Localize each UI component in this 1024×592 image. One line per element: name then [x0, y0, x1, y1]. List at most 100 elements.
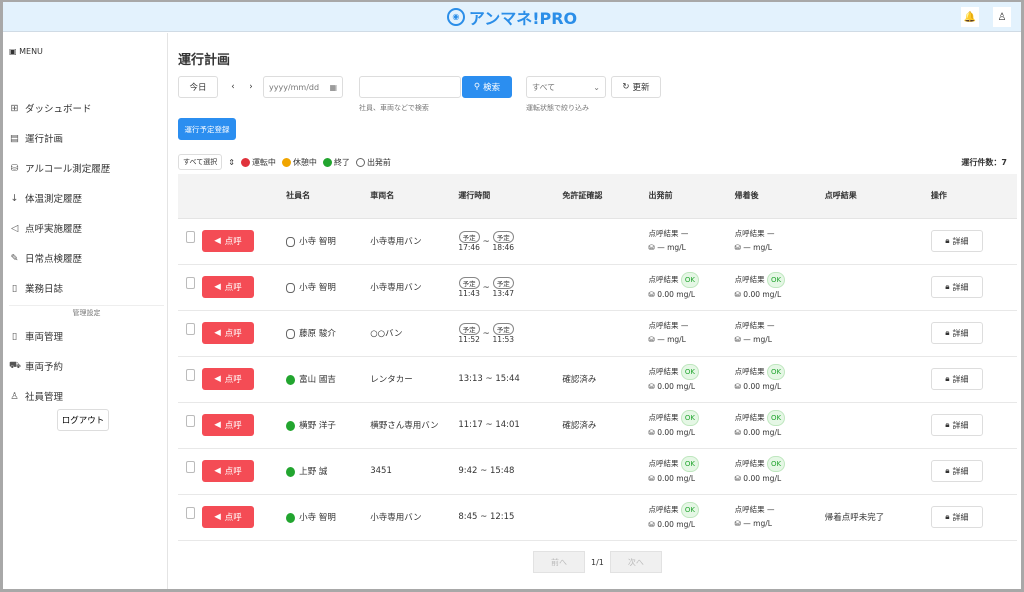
alcohol-value: — mg/L: [743, 519, 772, 528]
alcohol-label: 点呼結果: [734, 367, 765, 376]
alcohol-label: 点呼結果: [734, 413, 765, 422]
roll-call-button[interactable]: ◀ 点呼: [202, 322, 254, 344]
date-input[interactable]: yyyy/mm/dd ▦: [263, 76, 343, 98]
planned-start: 予定 11:43: [458, 276, 480, 298]
sidebar-item-icon: ♙: [10, 390, 19, 402]
sidebar-item-2[interactable]: ⛁ アルコール測定履歴: [9, 153, 164, 183]
trip-time: 予定 11:43 ~ 予定 13:47: [458, 264, 563, 311]
trip-count: 運行件数：7: [961, 158, 1007, 167]
sidebar-item-4[interactable]: ◁ 点呼実施履歴: [9, 213, 164, 243]
search-input[interactable]: [359, 76, 461, 98]
check-circle-icon: [286, 374, 296, 385]
detail-button[interactable]: 🔒︎ 詳細: [930, 276, 983, 298]
roll-call-button[interactable]: ◀ 点呼: [202, 368, 254, 390]
row-checkbox[interactable]: [186, 507, 195, 519]
roll-call-button[interactable]: ◀ 点呼: [202, 506, 254, 528]
select-all-button[interactable]: すべて選択: [178, 154, 223, 170]
register-plan-button[interactable]: 運行予定登録: [178, 118, 236, 140]
sidebar-item-icon: ⊞: [10, 102, 19, 114]
roll-call-button[interactable]: ◀ 点呼: [202, 276, 254, 298]
detail-button[interactable]: 🔒︎ 詳細: [930, 230, 983, 252]
sidebar-item-6[interactable]: ▯ 業務日誌: [9, 273, 164, 303]
sidebar-item-0[interactable]: ⊞ ダッシュボード: [9, 93, 164, 123]
alcohol-result: 点呼結果 — ⛁ — mg/L: [734, 505, 775, 528]
vehicle-name: 横野さん専用バン: [370, 402, 459, 449]
detail-label: 詳細: [952, 374, 969, 384]
refresh-button[interactable]: ↻ 更新: [611, 76, 661, 98]
sidebar-item-3[interactable]: ↓ 体温測定履歴: [9, 183, 164, 213]
breath-icon: ⛁: [734, 519, 741, 528]
next-day-button[interactable]: ›: [244, 76, 258, 98]
planned-badge: 予定: [492, 230, 514, 243]
sidebar-item-label: アルコール測定履歴: [25, 164, 111, 175]
alcohol-label: 点呼結果: [648, 459, 679, 468]
ok-badge: OK: [680, 364, 700, 380]
roll-call-result: [824, 218, 931, 265]
sidebar-item-label: 車両予約: [25, 362, 64, 373]
alcohol-value: — mg/L: [657, 335, 686, 344]
user-icon[interactable]: ♙: [993, 7, 1011, 27]
check-circle-icon: [286, 466, 296, 477]
start-time: 11:43: [458, 288, 480, 298]
sidebar-item-5[interactable]: ✎ 日常点検履歴: [9, 243, 164, 273]
next-page-button[interactable]: 次へ: [609, 551, 662, 573]
row-checkbox[interactable]: [186, 277, 195, 289]
detail-button[interactable]: 🔒︎ 詳細: [930, 414, 983, 436]
vehicle-name: 小寺専用バン: [370, 218, 459, 265]
table-row: ◀ 点呼 小寺 智明 小寺専用バン 予定 11:43 ~ 予定 13:47 点呼結果 …: [178, 264, 1017, 311]
detail-button[interactable]: 🔒︎ 詳細: [930, 460, 983, 482]
detail-button[interactable]: 🔒︎ 詳細: [930, 506, 983, 528]
sidebar-admin-item-0[interactable]: ▯ 車両管理: [9, 321, 164, 351]
end-time: 15:44: [495, 374, 520, 384]
sidebar-item-label: 車両管理: [25, 332, 64, 343]
search-button[interactable]: ⚲ 検索: [462, 76, 512, 98]
license-check: 確認済み: [562, 356, 649, 403]
license-check: 確認済み: [562, 402, 649, 449]
license-check: [562, 448, 649, 495]
roll-call-button[interactable]: ◀ 点呼: [202, 460, 254, 482]
status-select[interactable]: すべて ⌄: [526, 76, 606, 98]
sidebar-item-1[interactable]: ▤ 運行計画: [9, 123, 164, 153]
alcohol-label: 点呼結果: [734, 275, 765, 284]
row-checkbox[interactable]: [186, 461, 195, 473]
breath-icon: ⛁: [648, 335, 655, 344]
row-checkbox[interactable]: [186, 231, 195, 243]
alcohol-value: 0.00 mg/L: [657, 520, 696, 529]
logo[interactable]: ◉ アンマネ!PRO: [446, 5, 577, 29]
logout-button[interactable]: ログアウト: [57, 409, 109, 431]
menu-toggle[interactable]: ▣ MENU: [9, 47, 43, 56]
alcohol-value: 0.00 mg/L: [657, 428, 696, 437]
legend-label: 運転中: [251, 157, 276, 167]
alcohol-value: 0.00 mg/L: [743, 474, 782, 483]
roll-call-label: 点呼: [224, 329, 242, 339]
roll-call-button[interactable]: ◀ 点呼: [202, 414, 254, 436]
legend-item: 休憩中: [281, 157, 317, 168]
roll-call-button[interactable]: ◀ 点呼: [202, 230, 254, 252]
alcohol-label: 点呼結果: [648, 321, 679, 330]
calendar-icon: ▦: [329, 82, 337, 92]
roll-call-result: [824, 402, 931, 449]
sidebar-item-label: 点呼実施履歴: [25, 224, 83, 235]
row-checkbox[interactable]: [186, 323, 195, 335]
alcohol-value: — mg/L: [657, 243, 686, 252]
prev-page-button[interactable]: 前へ: [533, 551, 585, 573]
detail-button[interactable]: 🔒︎ 詳細: [930, 368, 983, 390]
logo-icon: ◉: [446, 7, 465, 26]
planned-start: 予定 11:52: [458, 322, 480, 344]
trip-time: 13:13 ~ 15:44: [458, 356, 563, 403]
bell-icon[interactable]: 🔔: [961, 7, 979, 27]
detail-label: 詳細: [952, 236, 969, 246]
today-button[interactable]: 今日: [178, 76, 218, 98]
column-header: 出発前: [648, 174, 735, 219]
prev-day-button[interactable]: ‹: [226, 76, 240, 98]
sidebar-admin-item-2[interactable]: ♙ 社員管理: [9, 381, 164, 411]
check-circle-icon: [286, 512, 296, 523]
sidebar-item-label: 体温測定履歴: [25, 194, 83, 205]
roll-call-label: 点呼: [224, 421, 242, 431]
sidebar-admin-item-1[interactable]: ⛟ 車両予約: [9, 351, 164, 381]
alcohol-label: 点呼結果: [648, 229, 679, 238]
row-checkbox[interactable]: [186, 415, 195, 427]
trip-time: 予定 11:52 ~ 予定 11:53: [458, 310, 563, 357]
detail-button[interactable]: 🔒︎ 詳細: [930, 322, 983, 344]
row-checkbox[interactable]: [186, 369, 195, 381]
